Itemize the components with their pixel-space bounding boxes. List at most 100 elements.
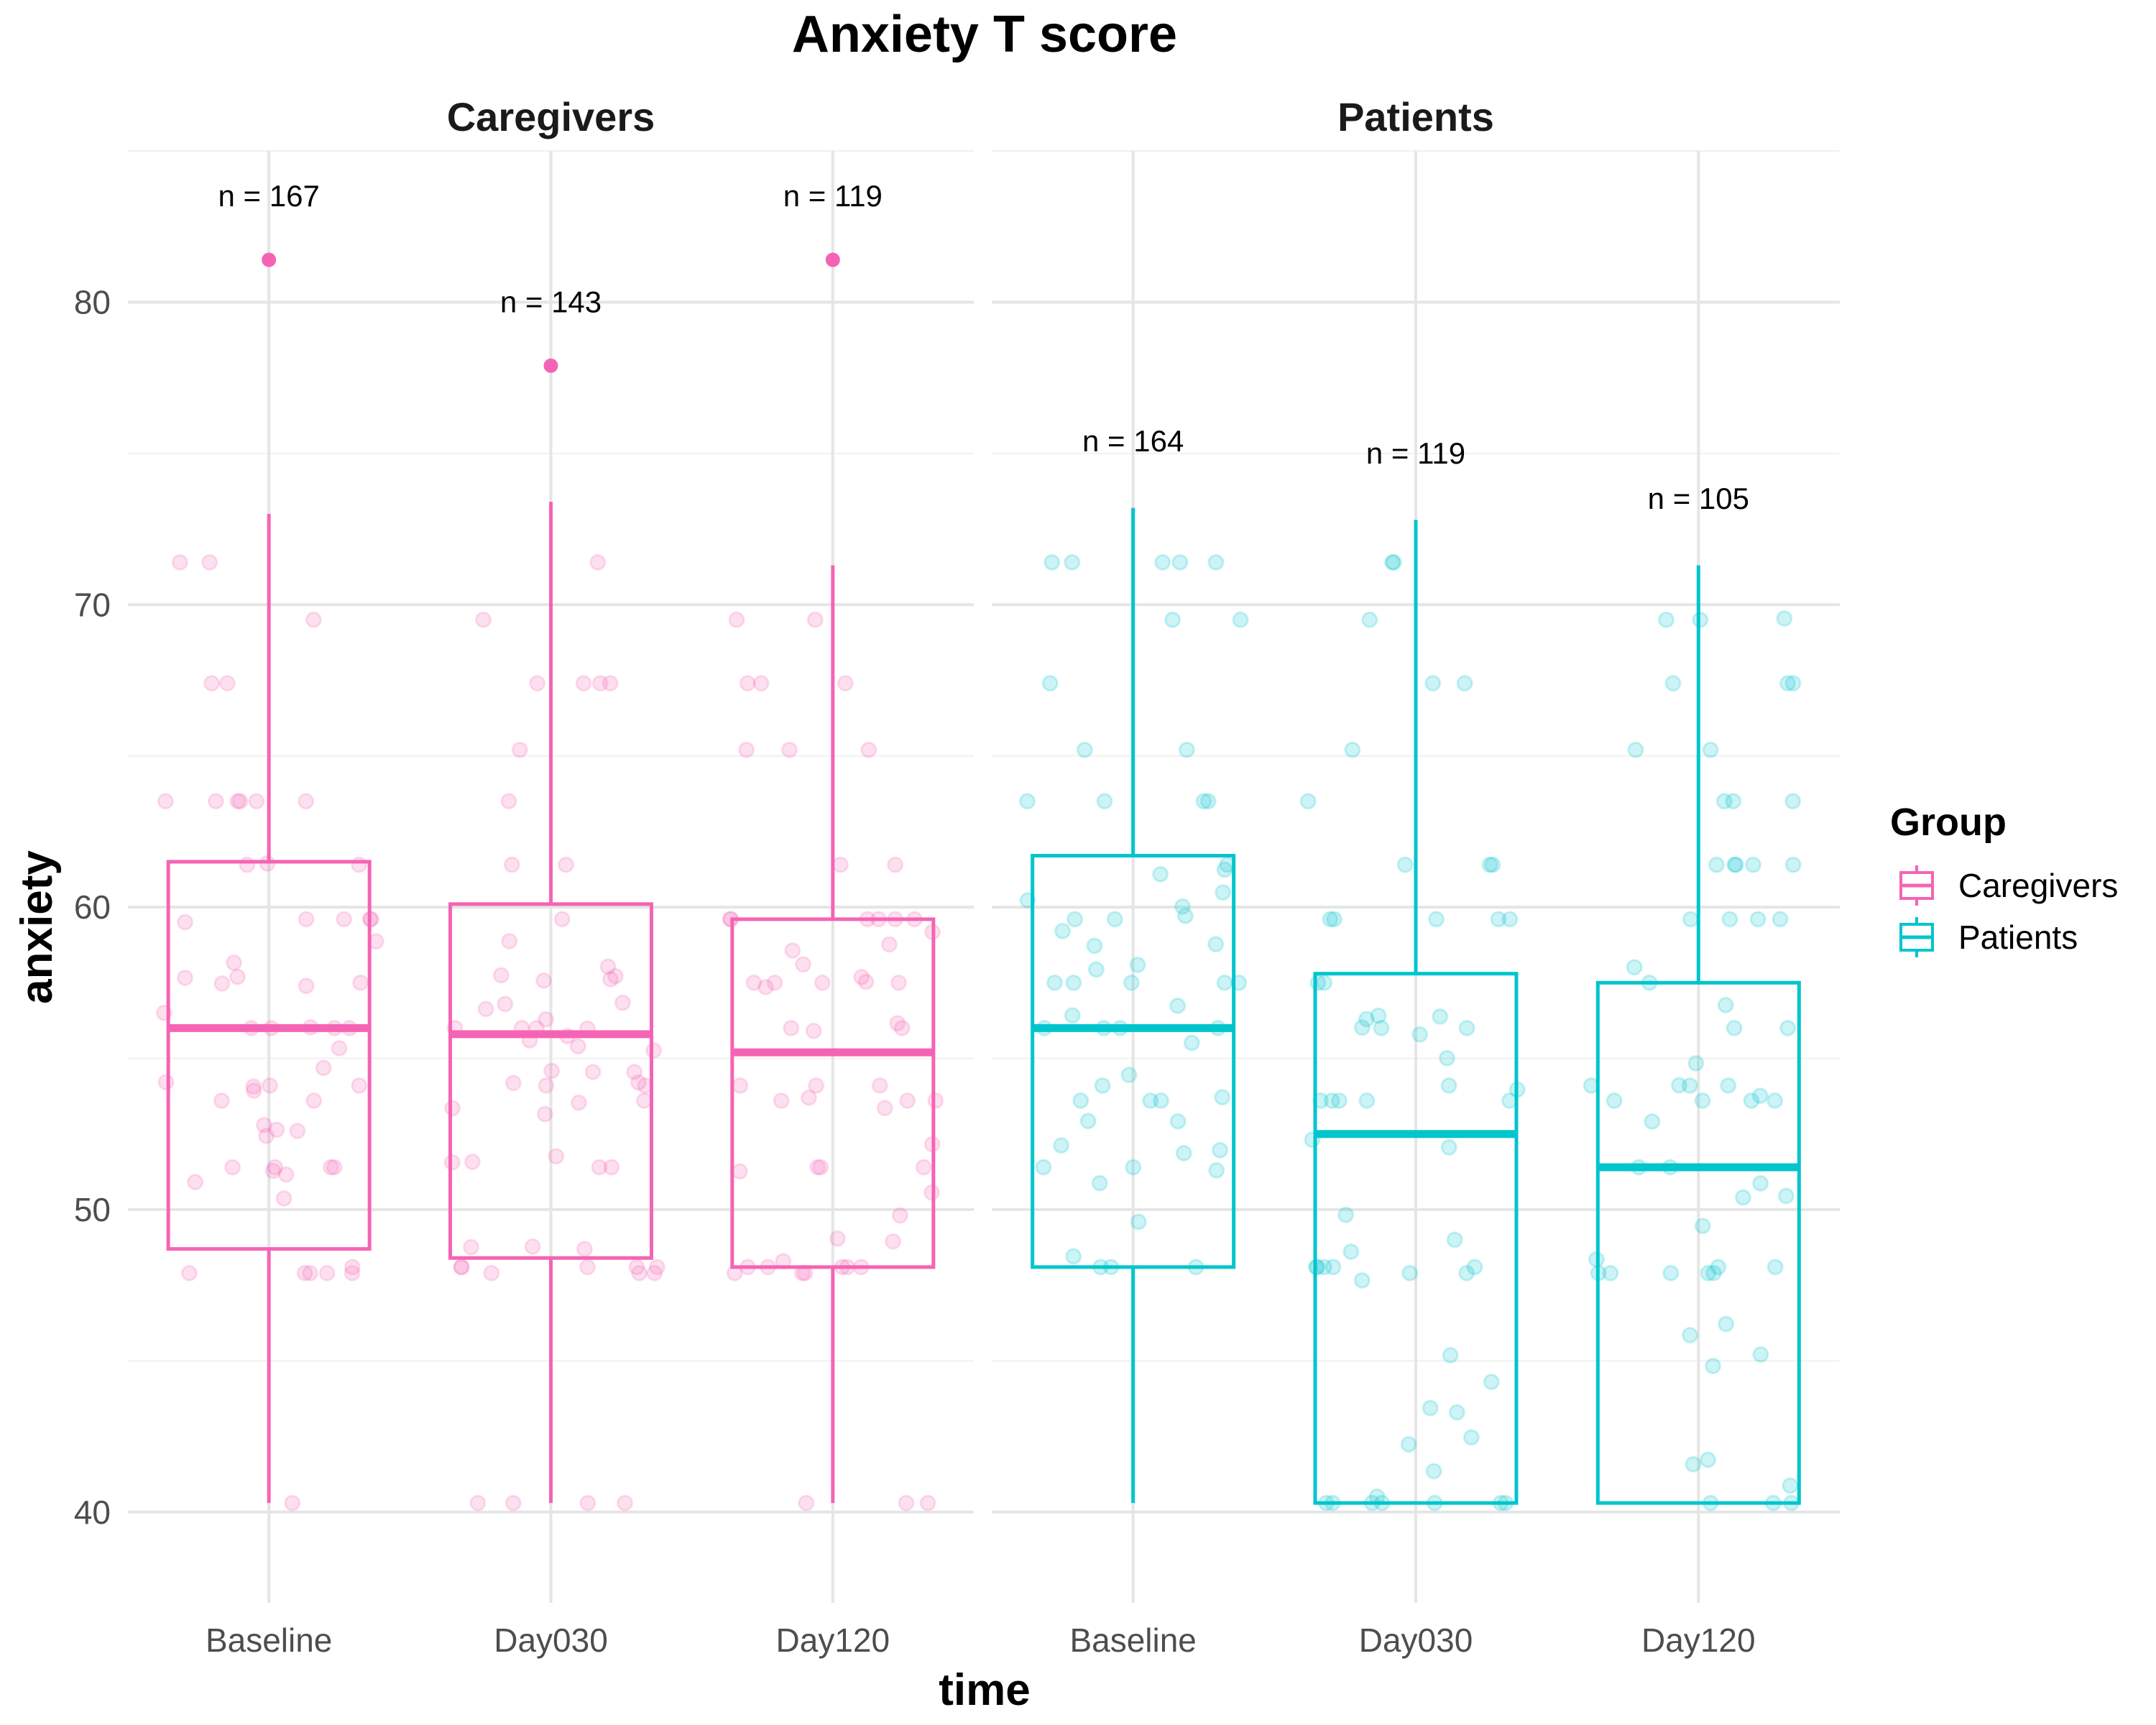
box-rect bbox=[166, 860, 372, 1251]
jitter-point bbox=[1490, 911, 1507, 928]
jitter-point bbox=[1687, 1054, 1705, 1072]
jitter-point bbox=[800, 1089, 817, 1106]
jitter-point bbox=[645, 1042, 663, 1059]
jitter-point bbox=[1299, 793, 1317, 810]
jitter-point bbox=[1316, 1259, 1333, 1276]
jitter-point bbox=[1054, 922, 1072, 939]
jitter-point bbox=[1169, 1113, 1187, 1130]
jitter-point bbox=[1096, 793, 1113, 810]
jitter-point bbox=[1330, 1092, 1348, 1109]
jitter-point bbox=[1091, 1174, 1108, 1192]
jitter-point bbox=[1726, 856, 1743, 873]
jitter-point bbox=[1383, 553, 1401, 571]
jitter-point bbox=[1694, 1218, 1711, 1235]
jitter-point bbox=[248, 793, 265, 810]
jitter-point bbox=[880, 936, 898, 953]
jitter-point bbox=[1772, 911, 1789, 928]
jitter-point bbox=[783, 1019, 800, 1036]
jitter-point bbox=[891, 1207, 908, 1224]
jitter-point bbox=[289, 1122, 306, 1139]
jitter-point bbox=[1358, 1092, 1376, 1109]
jitter-point bbox=[538, 1011, 555, 1028]
jitter-point bbox=[255, 1116, 272, 1133]
jitter-point bbox=[738, 741, 755, 758]
jitter-point bbox=[1361, 611, 1378, 628]
jitter-point bbox=[352, 974, 369, 991]
jitter-point bbox=[344, 1259, 361, 1276]
jitter-point bbox=[628, 1259, 645, 1276]
jitter-point bbox=[1720, 1077, 1737, 1094]
jitter-point bbox=[1721, 911, 1738, 928]
jitter-point bbox=[1215, 884, 1232, 901]
jitter-point bbox=[224, 1159, 241, 1176]
jitter-point bbox=[201, 553, 218, 571]
jitter-point bbox=[1212, 1141, 1229, 1159]
jitter-point bbox=[1657, 611, 1674, 628]
x-tick-label: Baseline bbox=[1069, 1622, 1196, 1659]
jitter-point bbox=[500, 793, 517, 810]
jitter-point bbox=[569, 1038, 586, 1055]
jitter-point bbox=[1718, 1315, 1735, 1333]
jitter-point bbox=[1325, 911, 1342, 928]
jitter-point bbox=[1337, 1206, 1355, 1223]
jitter-point bbox=[1325, 1259, 1342, 1276]
box-day120: n = 105 Day120 bbox=[1583, 482, 1802, 1659]
jitter-point bbox=[919, 1494, 936, 1512]
jitter-point bbox=[570, 1094, 587, 1111]
jitter-point bbox=[505, 1494, 522, 1512]
jitter-point bbox=[267, 1159, 284, 1176]
outlier-point bbox=[543, 358, 558, 373]
jitter-point bbox=[1214, 1089, 1231, 1106]
jitter-point bbox=[871, 1077, 888, 1094]
jitter-point bbox=[1174, 898, 1191, 915]
x-axis-title: time bbox=[939, 1665, 1030, 1715]
jitter-point bbox=[503, 856, 520, 873]
x-tick-label: Baseline bbox=[206, 1622, 332, 1659]
jitter-point bbox=[469, 1494, 487, 1512]
jitter-point bbox=[1440, 1138, 1457, 1156]
jitter-point bbox=[529, 675, 546, 692]
jitter-point bbox=[1316, 974, 1333, 991]
jitter-point bbox=[798, 1494, 815, 1512]
jitter-point bbox=[795, 956, 812, 973]
jitter-point bbox=[1065, 974, 1082, 991]
jitter-point bbox=[1086, 937, 1103, 954]
jitter-point bbox=[731, 1163, 748, 1180]
jitter-point bbox=[1682, 1327, 1699, 1344]
jitter-point bbox=[1322, 911, 1339, 928]
jitter-point bbox=[805, 1022, 822, 1039]
jitter-point bbox=[1232, 611, 1249, 628]
jitter-point bbox=[157, 793, 174, 810]
jitter-point bbox=[536, 1105, 553, 1123]
jitter-point bbox=[766, 974, 783, 991]
box-rect bbox=[1031, 854, 1236, 1269]
n-label: n = 105 bbox=[1648, 482, 1749, 515]
jitter-point bbox=[1456, 675, 1473, 692]
jitter-point bbox=[1705, 1358, 1722, 1375]
jitter-point bbox=[829, 1230, 846, 1247]
jitter-point bbox=[171, 553, 188, 571]
outlier-point bbox=[262, 252, 277, 267]
jitter-point bbox=[614, 994, 631, 1011]
jitter-point bbox=[176, 969, 193, 986]
jitter-point bbox=[1216, 974, 1233, 991]
jitter-point bbox=[1727, 856, 1744, 873]
jitter-point bbox=[630, 1074, 647, 1091]
box-baseline: n = 164 Baseline bbox=[1018, 424, 1249, 1659]
jitter-point bbox=[1700, 1451, 1717, 1468]
jitter-point bbox=[538, 1077, 555, 1094]
jitter-point bbox=[1087, 961, 1105, 978]
jitter-point bbox=[806, 611, 824, 628]
jitter-point bbox=[1067, 911, 1084, 928]
y-axis-title: anxiety bbox=[12, 850, 62, 1004]
jitter-point bbox=[1458, 1019, 1475, 1036]
jitter-point bbox=[298, 793, 315, 810]
jitter-point bbox=[648, 1259, 665, 1276]
jitter-point bbox=[1018, 793, 1036, 810]
x-tick-label: Day120 bbox=[1641, 1622, 1756, 1659]
y-tick-label: 70 bbox=[74, 586, 111, 623]
jitter-point bbox=[1726, 1019, 1743, 1036]
jitter-point bbox=[812, 1159, 829, 1176]
jitter-point bbox=[1448, 1404, 1465, 1421]
jitter-point bbox=[1717, 996, 1734, 1013]
